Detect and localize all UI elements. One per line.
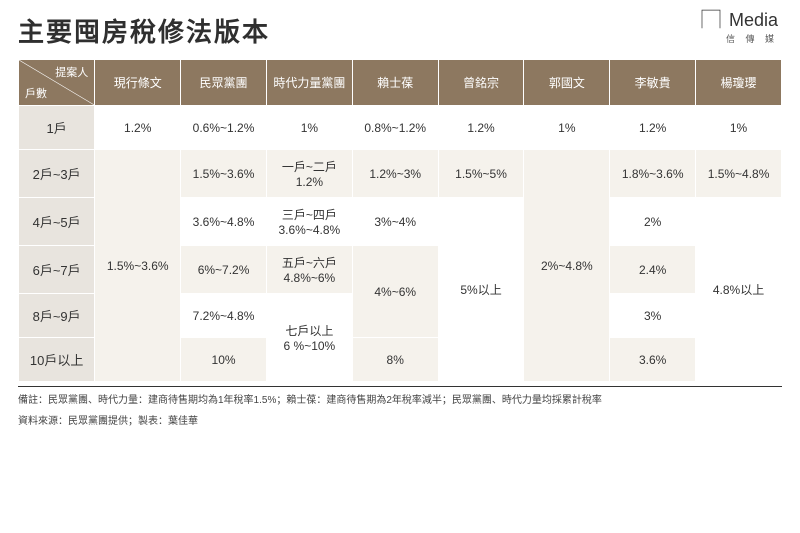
table-cell: 1.8%~3.6% — [610, 150, 696, 198]
table-cell: 1.5%~4.8% — [696, 150, 782, 198]
row-header: 4戶~5戶 — [19, 198, 95, 246]
col-header: 楊瓊瓔 — [696, 60, 782, 106]
row-header: 10戶以上 — [19, 338, 95, 382]
col-header: 現行條文 — [95, 60, 181, 106]
table-cell: 五戶~六戶4.8%~6% — [266, 246, 352, 294]
table-cell: 3% — [610, 294, 696, 338]
col-header: 時代力量黨團 — [266, 60, 352, 106]
footnote-line: 備註：民眾黨團、時代力量：建商待售期均為1年稅率1.5%；賴士葆：建商待售期為2… — [18, 393, 782, 408]
table-cell: 4%~6% — [352, 246, 438, 338]
table-cell: 2% — [610, 198, 696, 246]
table-cell: 7.2%~4.8% — [181, 294, 267, 338]
table-cell: 七戶以上6 %~10% — [266, 294, 352, 382]
table-cell: 4.8%以上 — [696, 198, 782, 382]
col-header: 李敏貴 — [610, 60, 696, 106]
table-cell: 0.8%~1.2% — [352, 106, 438, 150]
table-cell: 1.5%~3.6% — [181, 150, 267, 198]
table-cell: 5%以上 — [438, 198, 524, 382]
table-cell: 1.2%~3% — [352, 150, 438, 198]
table-cell: 1.5%~3.6% — [95, 150, 181, 382]
table-cell: 三戶~四戶3.6%~4.8% — [266, 198, 352, 246]
footnote-line: 資料來源：民眾黨團提供；製表：葉佳華 — [18, 414, 782, 429]
header-diag-top: 提案人 — [55, 64, 88, 80]
col-header: 民眾黨團 — [181, 60, 267, 106]
header-diagonal: 提案人 戶數 — [19, 60, 95, 106]
table-cell: 1% — [696, 106, 782, 150]
page-title: 主要囤房稅修法版本 — [18, 12, 782, 49]
logo-main: ⎾⏋Media — [693, 6, 778, 32]
col-header: 賴士葆 — [352, 60, 438, 106]
table-cell: 1.2% — [438, 106, 524, 150]
table-cell: 8% — [352, 338, 438, 382]
table-cell: 1.2% — [610, 106, 696, 150]
table-cell: 1% — [266, 106, 352, 150]
table-cell: 3.6% — [610, 338, 696, 382]
table-cell: 0.6%~1.2% — [181, 106, 267, 150]
header-diag-bot: 戶數 — [25, 85, 47, 101]
table-cell: 1.2% — [95, 106, 181, 150]
tax-table: 提案人 戶數 現行條文 民眾黨團 時代力量黨團 賴士葆 曾銘宗 郭國文 李敏貴 … — [18, 59, 782, 382]
row-header: 2戶~3戶 — [19, 150, 95, 198]
brand-logo: ⎾⏋Media 信 傳 媒 — [693, 6, 778, 45]
row-header: 6戶~7戶 — [19, 246, 95, 294]
table-cell: 2%~4.8% — [524, 150, 610, 382]
table-cell: 3.6%~4.8% — [181, 198, 267, 246]
table-body: 1戶1.2%0.6%~1.2%1%0.8%~1.2%1.2%1%1.2%1%2戶… — [19, 106, 782, 382]
col-header: 曾銘宗 — [438, 60, 524, 106]
row-header: 1戶 — [19, 106, 95, 150]
col-header: 郭國文 — [524, 60, 610, 106]
table-cell: 1% — [524, 106, 610, 150]
divider — [18, 386, 782, 387]
row-header: 8戶~9戶 — [19, 294, 95, 338]
table-cell: 3%~4% — [352, 198, 438, 246]
table-cell: 10% — [181, 338, 267, 382]
table-cell: 6%~7.2% — [181, 246, 267, 294]
table-cell: 一戶~二戶1.2% — [266, 150, 352, 198]
table-cell: 2.4% — [610, 246, 696, 294]
table-cell: 1.5%~5% — [438, 150, 524, 198]
logo-sub: 信 傳 媒 — [693, 32, 778, 45]
